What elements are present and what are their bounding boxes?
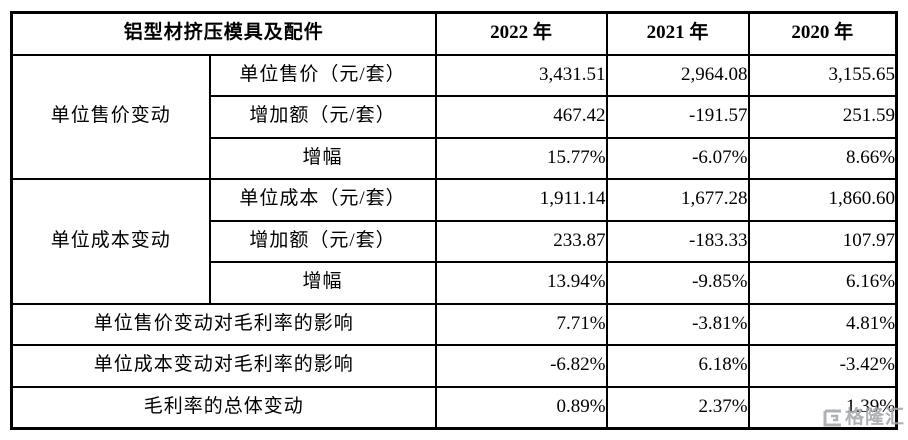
value-cell: 6.16% [747,261,898,305]
value-cell: -183.33 [605,219,750,263]
table-row: 单位成本变动 单位成本（元/套） 1,911.14 1,677.28 1,860… [10,178,898,305]
table-row: 毛利率的总体变动 0.89% 2.37% 1.39% [10,385,898,429]
value-cell: 0.89% [434,385,608,429]
value-cell: 7.71% [434,302,608,346]
metric-unit-price: 单位售价（元/套） [208,53,437,97]
value-cell: 2,964.08 [605,53,750,97]
value-cell: -191.57 [605,95,750,139]
value-cell: -6.82% [434,344,608,388]
table-row: 增幅 15.77% -6.07% 8.66% [12,136,898,180]
value-cell: 1,911.14 [434,178,608,222]
value-cell: 3,155.65 [747,53,898,97]
value-cell: 2.37% [605,385,750,429]
metric-price-increase-rate: 增幅 [208,136,437,180]
table-row: 单位成本变动对毛利率的影响 -6.82% 6.18% -3.42% [10,344,898,388]
table-header-row: 铝型材挤压模具及配件 2022 年 2021 年 2020 年 [10,11,898,56]
metric-price-increase-amount: 增加额（元/套） [208,95,437,139]
value-cell: 1,677.28 [605,178,750,222]
metric-overall-margin-change: 毛利率的总体变动 [10,385,437,429]
metric-cost-increase-amount: 增加额（元/套） [208,219,437,263]
value-cell: -3.42% [747,344,898,388]
table-row: 单位售价变动 单位售价（元/套） 3,431.51 2,964.08 3,155… [10,53,898,180]
value-cell: 8.66% [747,136,898,180]
gelonghui-watermark: 格隆汇 [823,407,905,428]
value-cell: 4.81% [747,302,898,346]
table-row: 单位售价变动对毛利率的影响 7.71% -3.81% 4.81% [10,302,898,346]
value-cell: 15.77% [434,136,608,180]
metric-cost-increase-rate: 增幅 [208,261,437,305]
col-header-2021: 2021 年 [605,11,750,56]
value-cell: 13.94% [434,261,608,305]
unit-price-cost-change-table: 铝型材挤压模具及配件 2022 年 2021 年 2020 年 单位售价变动 单… [10,11,899,430]
gelonghui-watermark-text: 格隆汇 [844,407,905,428]
table-row: 增幅 13.94% -9.85% 6.16% [12,261,898,305]
value-cell: -3.81% [605,302,750,346]
col-header-2020: 2020 年 [747,11,898,56]
table-row: 增加额（元/套） 467.42 -191.57 251.59 [12,95,898,139]
value-cell: 251.59 [747,95,898,139]
row-group-unit-price-change: 单位售价变动 [10,53,211,180]
value-cell: 3,431.51 [434,53,608,97]
value-cell: -6.07% [605,136,750,180]
value-cell: 233.87 [434,219,608,263]
value-cell: 1,860.60 [747,178,898,222]
metric-cost-impact-on-margin: 单位成本变动对毛利率的影响 [10,344,437,388]
value-cell: 1.39% [747,385,898,429]
gelonghui-logo-icon [823,409,843,427]
value-cell: 107.97 [747,219,898,263]
col-header-2022: 2022 年 [434,11,608,56]
row-group-unit-cost-change: 单位成本变动 [10,178,211,305]
value-cell: 467.42 [434,95,608,139]
value-cell: -9.85% [605,261,750,305]
metric-unit-cost: 单位成本（元/套） [208,178,437,222]
metric-price-impact-on-margin: 单位售价变动对毛利率的影响 [10,302,437,346]
table-title: 铝型材挤压模具及配件 [10,11,437,56]
table-row: 增加额（元/套） 233.87 -183.33 107.97 [12,219,898,263]
value-cell: 6.18% [605,344,750,388]
